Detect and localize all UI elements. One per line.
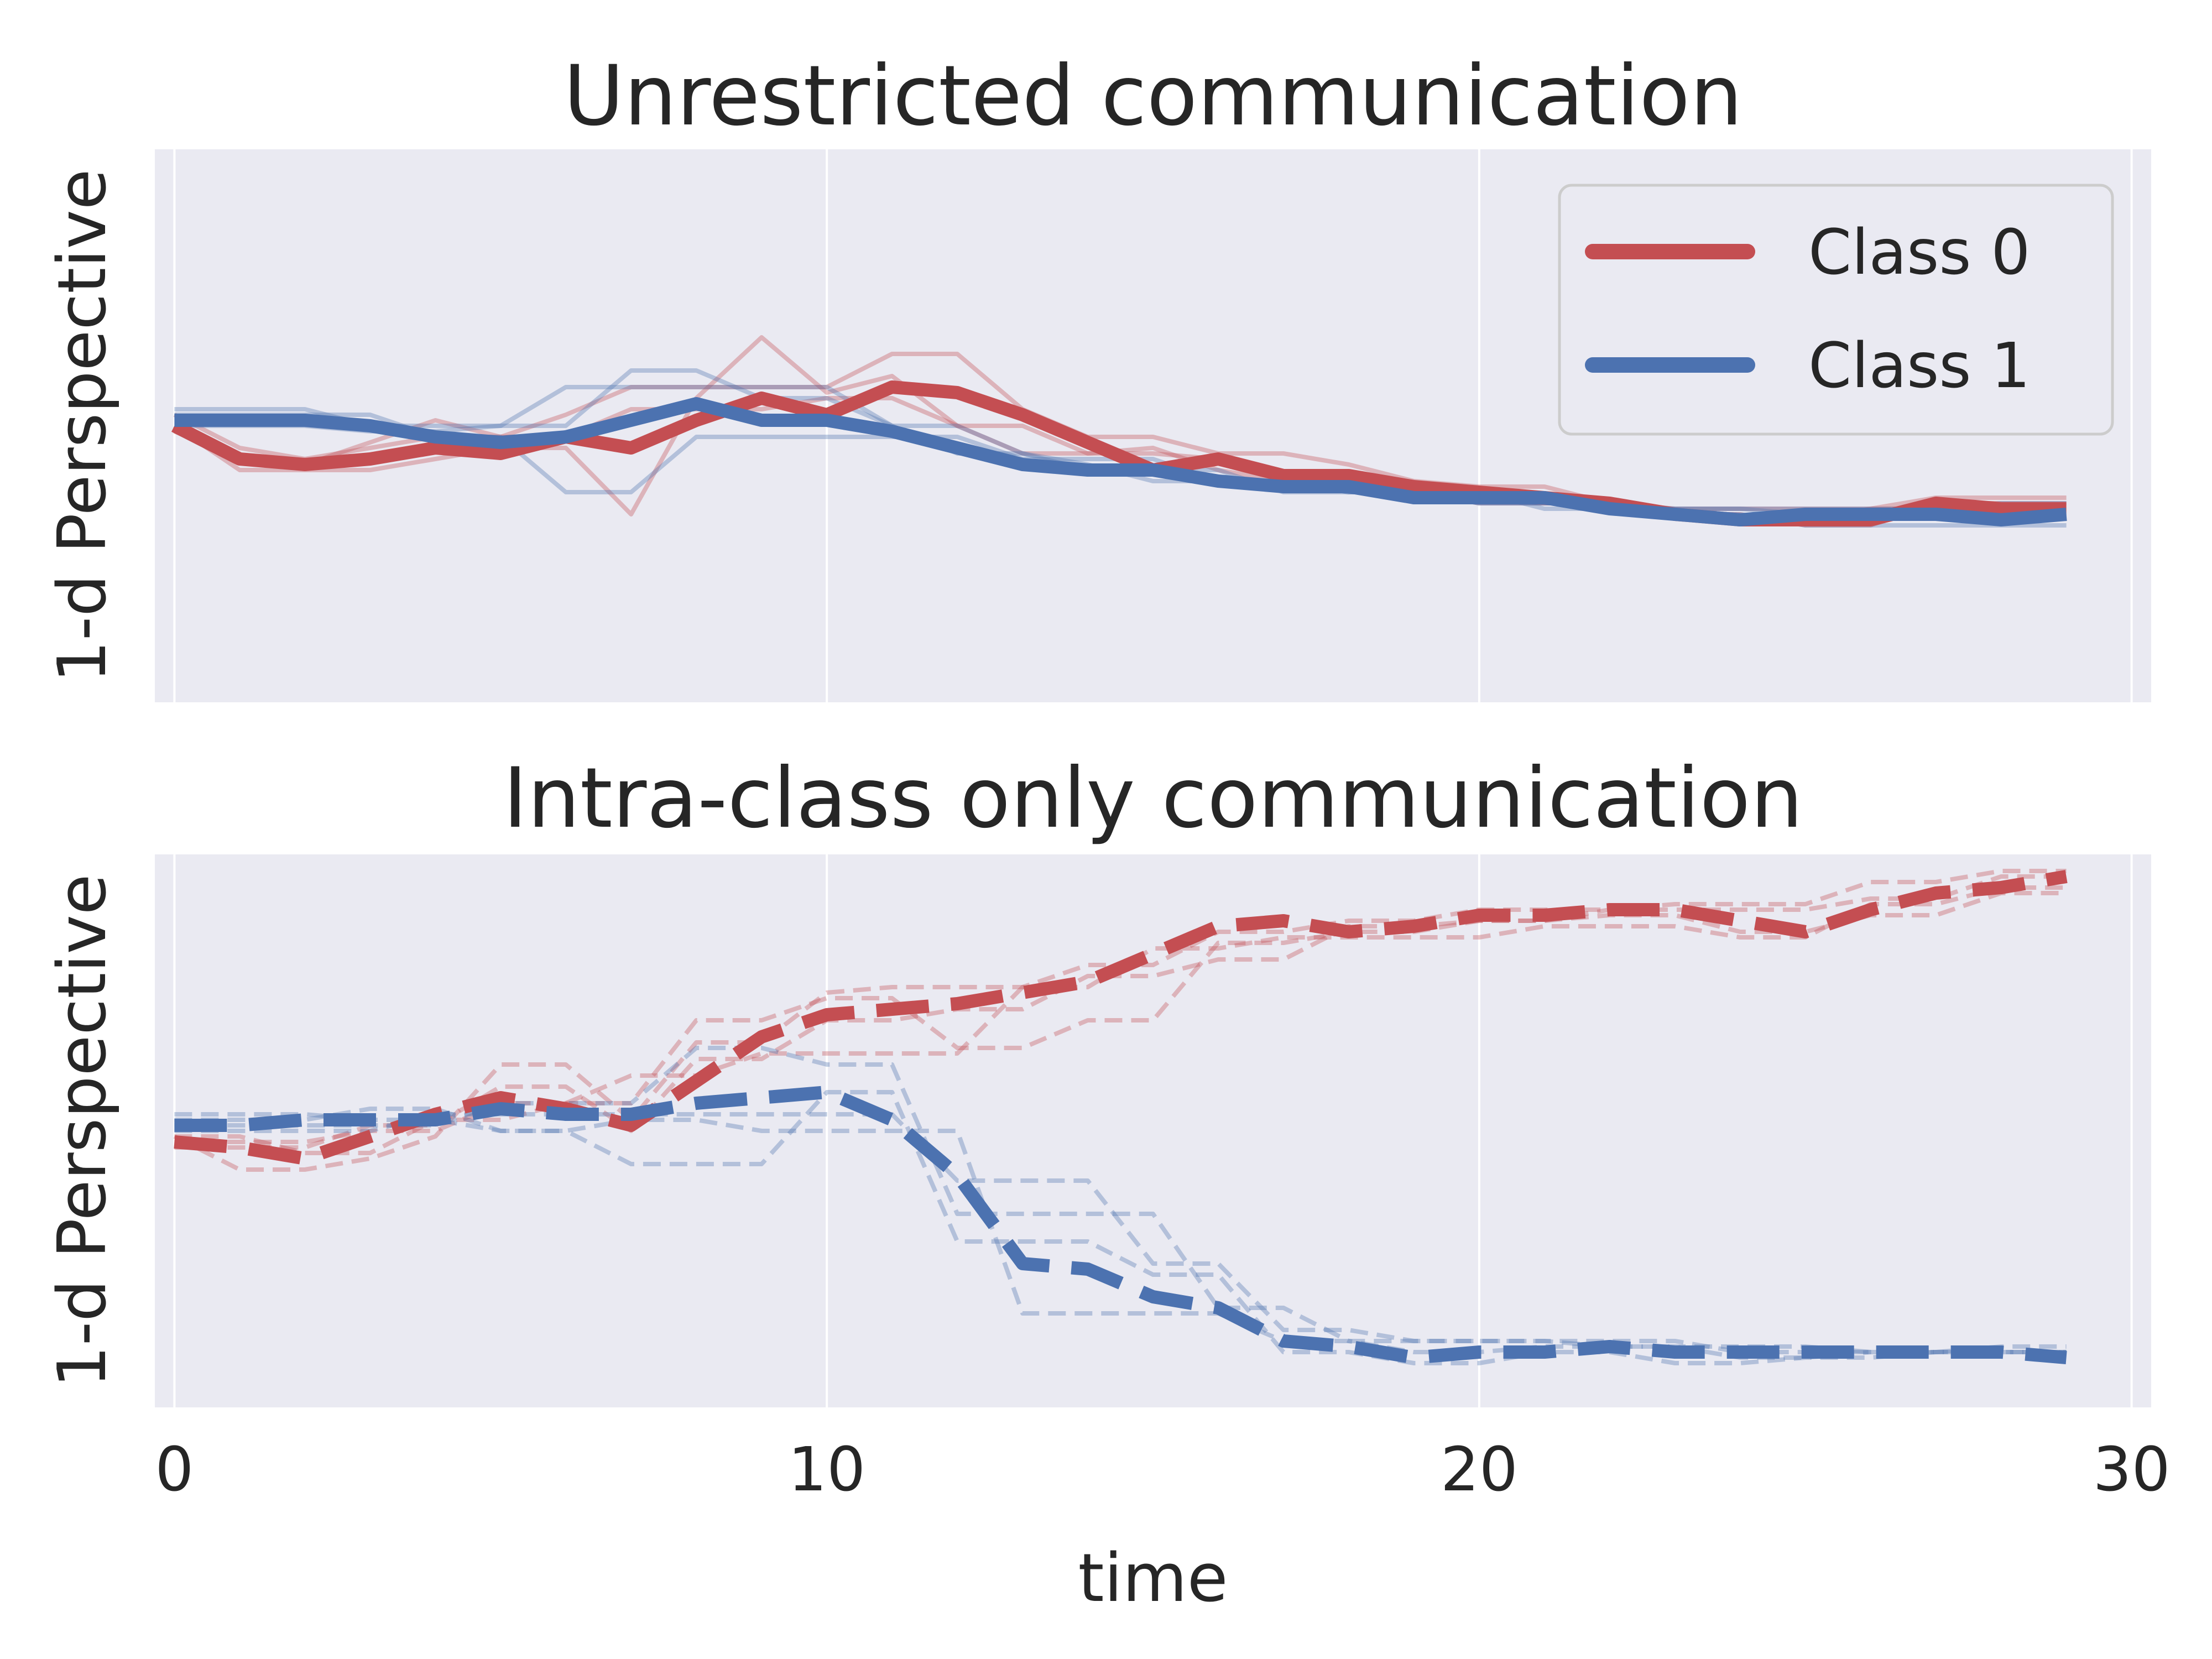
x-tick-label-0: 0 [155, 1434, 194, 1505]
y-axis-label-bottom: 1-d Perspective [44, 874, 121, 1388]
run-line-class-0-5 [174, 874, 2067, 1150]
mean-lines-bottom [174, 870, 2068, 1364]
plot-area-bottom [155, 854, 2151, 1407]
legend-label-class-0: Class 0 [1808, 217, 2031, 289]
mean-line-class-1-1 [174, 1086, 2067, 1364]
x-tick-label-1: 10 [788, 1434, 865, 1505]
x-tick-label-2: 20 [1441, 1434, 1518, 1505]
x-tick-label-3: 30 [2093, 1434, 2171, 1505]
x-axis-label: time [1078, 1540, 1228, 1617]
mean-lines-top [171, 380, 2067, 526]
y-axis-label-top: 1-d Perspective [44, 169, 121, 683]
run-line-class-0-4 [174, 891, 2067, 1155]
mean-line-class-1-1 [174, 397, 2067, 526]
chart-title-bottom: Intra-class only communication [503, 750, 1803, 847]
panel-unrestricted: Unrestricted communication 1-d Perspecti… [44, 48, 2151, 702]
run-line-class-1-7 [174, 1107, 2067, 1360]
legend-label-class-1: Class 1 [1808, 330, 2031, 402]
chart-title-top: Unrestricted communication [564, 48, 1743, 144]
panel-intra-class: Intra-class only communication 1-d Persp… [44, 750, 2171, 1617]
x-tick-labels: 0 10 20 30 [155, 1434, 2170, 1505]
legend: Class 0 Class 1 [1558, 184, 2114, 436]
mean-line-class-0-0 [174, 870, 2068, 1165]
run-line-class-1-6 [174, 1090, 2067, 1365]
gridlines-bottom [173, 854, 2133, 1407]
gridlines-top [173, 149, 2133, 702]
